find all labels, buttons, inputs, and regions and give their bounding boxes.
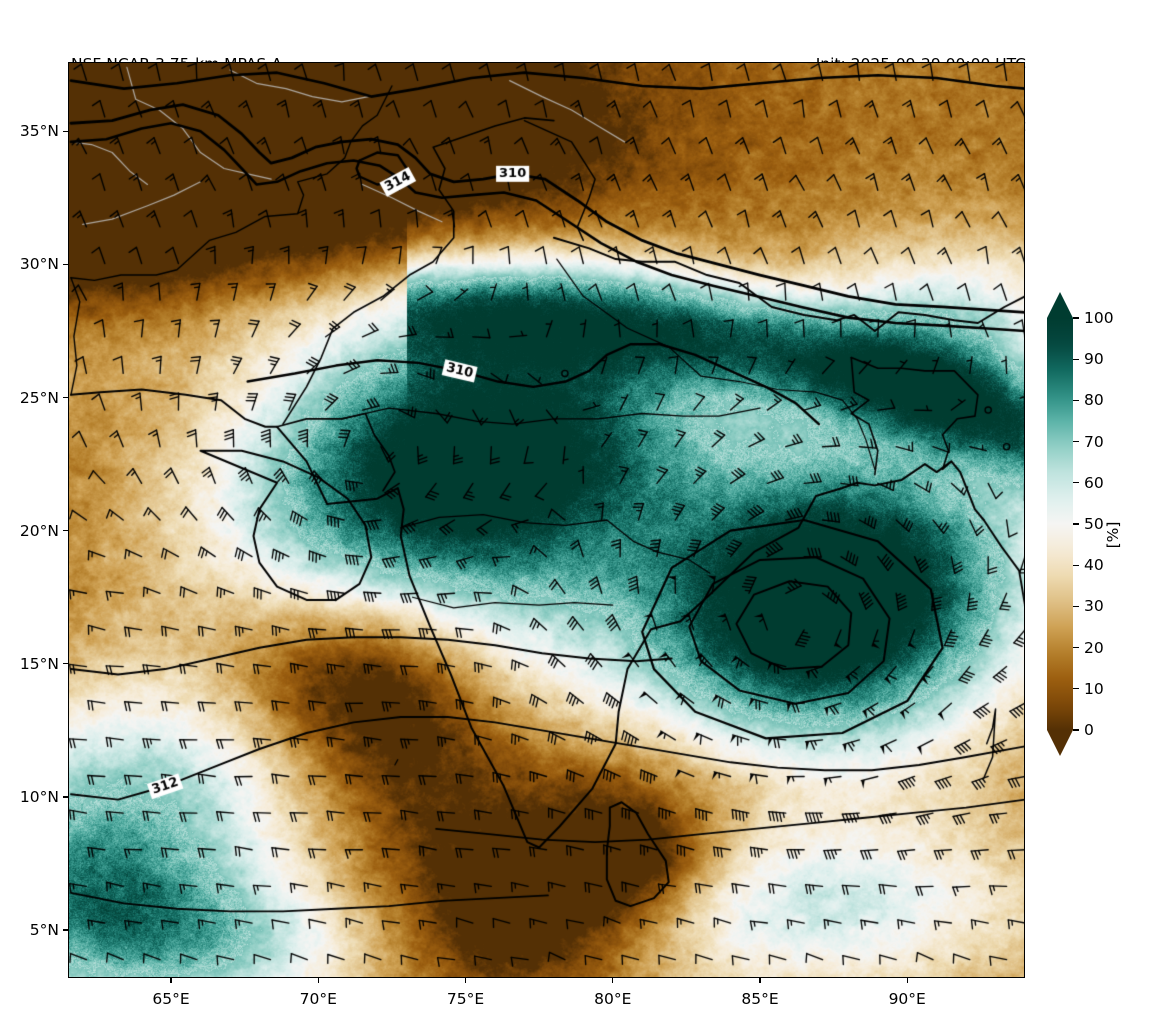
y-tick-mark	[63, 929, 68, 931]
colorbar-tick-label: 60	[1084, 473, 1104, 492]
y-tick-mark	[63, 530, 68, 532]
colorbar-tick-label: 50	[1084, 515, 1104, 533]
colorbar-tick-mark	[1073, 482, 1079, 484]
colorbar-tick-label: 90	[1084, 350, 1104, 369]
colorbar-tick-mark	[1073, 440, 1079, 443]
colorbar-tick-mark	[1073, 688, 1079, 690]
colorbar-gradient	[1047, 318, 1073, 730]
x-tick-mark	[317, 978, 319, 983]
colorbar-tick-mark	[1073, 317, 1079, 319]
colorbar-tick-mark	[1073, 564, 1079, 566]
colorbar: 0 10 20 30 40 50 60 70 80 90 100	[1047, 292, 1114, 756]
y-tick-label: 5°N	[29, 921, 59, 940]
y-tick-mark	[63, 663, 68, 665]
x-tick-mark	[464, 978, 467, 983]
map-plot-area	[68, 62, 1025, 978]
y-tick-mark	[63, 130, 68, 132]
colorbar-tick-mark	[1073, 605, 1079, 608]
x-tick-mark	[612, 978, 614, 983]
y-tick-label: 25°N	[19, 388, 59, 407]
y-tick-mark	[63, 263, 68, 266]
y-tick-label: 10°N	[19, 787, 59, 806]
y-tick-label: 30°N	[19, 255, 59, 274]
colorbar-tick-mark	[1073, 646, 1079, 649]
x-tick-label: 90°E	[888, 990, 926, 1008]
x-tick-label: 65°E	[152, 990, 190, 1008]
y-tick-label: 20°N	[19, 521, 59, 540]
x-tick-mark	[170, 978, 172, 983]
y-tick-label: 35°N	[19, 122, 59, 141]
y-tick-mark	[63, 396, 68, 399]
colorbar-tick-label: 70	[1084, 432, 1104, 451]
y-tick-label: 15°N	[19, 654, 59, 673]
x-tick-label: 85°E	[741, 990, 779, 1008]
colorbar-body	[1047, 318, 1073, 730]
x-tick-label: 80°E	[594, 990, 632, 1008]
colorbar-tick-label: 100	[1084, 309, 1114, 327]
colorbar-tick-mark	[1073, 358, 1079, 360]
x-tick-label: 75°E	[446, 990, 485, 1008]
colorbar-tick-mark	[1073, 523, 1079, 525]
colorbar-tick-label: 40	[1084, 556, 1104, 575]
x-tick-mark	[906, 978, 908, 983]
colorbar-over-arrow	[1047, 292, 1073, 318]
colorbar-tick-label: 10	[1084, 679, 1104, 698]
colorbar-tick-mark	[1073, 399, 1079, 402]
relative-humidity-map-canvas	[68, 62, 1025, 978]
y-tick-mark	[63, 796, 68, 798]
colorbar-tick-mark	[1073, 729, 1079, 731]
x-tick-label: 70°E	[299, 990, 337, 1008]
colorbar-tick-label: 80	[1084, 391, 1104, 410]
colorbar-unit-label: [%]	[1104, 521, 1122, 549]
colorbar-tick-label: 20	[1084, 638, 1104, 657]
colorbar-tick-label: 0	[1084, 721, 1094, 739]
colorbar-tick-label: 30	[1084, 597, 1104, 616]
x-tick-mark	[759, 978, 761, 983]
colorbar-under-arrow	[1047, 730, 1073, 756]
